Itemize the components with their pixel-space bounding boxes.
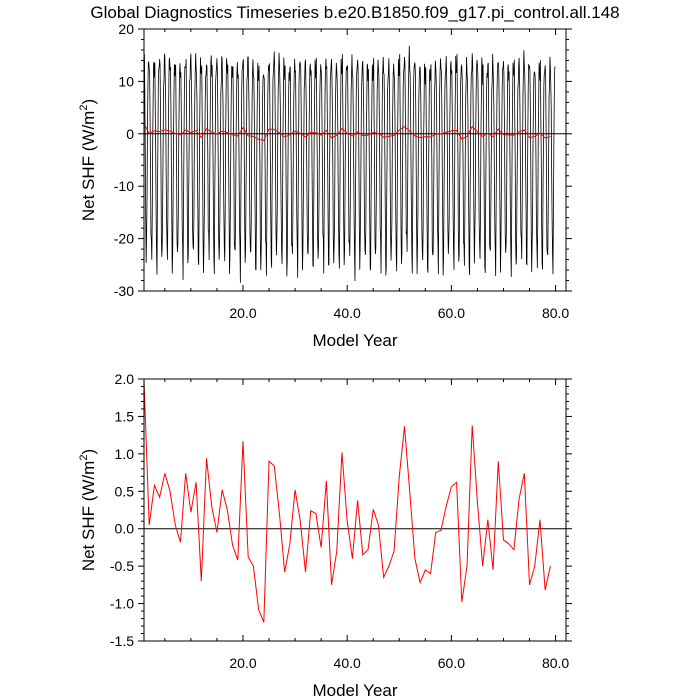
top-y-tick-label: -10 [114, 178, 134, 194]
top-x-axis-label: Model Year [312, 331, 397, 350]
bottom-y-tick-label: -0.5 [110, 558, 134, 574]
top-x-tick-label: 80.0 [542, 305, 569, 321]
top-y-axis-label-close: ) [79, 99, 98, 105]
top-y-tick-label: -20 [114, 231, 134, 247]
bottom-panel: -1.5 -1.0 -0.5 0.0 0.5 1.0 1.5 2.0 20.0 40.0 60.0 8… [78, 371, 572, 700]
bottom-y-tick-label: 2.0 [115, 371, 135, 387]
top-y-axis-label-main: Net SHF (W/m [79, 111, 98, 222]
top-y-tick-label: 0 [126, 126, 134, 142]
top-x-tick-label: 60.0 [438, 305, 465, 321]
bottom-annual-series-line [143, 380, 551, 623]
top-x-tick-label: 20.0 [229, 305, 256, 321]
top-y-tick-label: 10 [118, 73, 134, 89]
top-y-axis-label-sup: 2 [78, 105, 90, 111]
bottom-y-tick-label: -1.0 [110, 596, 134, 612]
bottom-y-axis-label-close: ) [79, 449, 98, 455]
top-monthly-series-line [143, 45, 556, 283]
top-panel: -30 -20 -10 0 10 20 20.0 40.0 60.0 80.0 Model Year… [78, 21, 572, 350]
figure-title: Global Diagnostics Timeseries b.e20.B185… [90, 3, 619, 22]
bottom-x-axis-label: Model Year [312, 681, 397, 700]
bottom-x-tick-label: 60.0 [438, 655, 465, 671]
bottom-plot-frame [143, 378, 567, 642]
bottom-y-axis-label: Net SHF (W/m2) [78, 449, 98, 571]
bottom-y-axis-label-sup: 2 [78, 455, 90, 461]
bottom-y-axis-label-main: Net SHF (W/m [79, 461, 98, 572]
top-y-tick-label: 20 [118, 21, 134, 37]
top-y-axis-label: Net SHF (W/m2) [78, 99, 98, 221]
bottom-y-tick-label: 1.0 [115, 446, 135, 462]
top-annual-series-line [143, 123, 551, 141]
top-x-tick-label: 40.0 [334, 305, 361, 321]
bottom-y-tick-label: 0.0 [115, 521, 135, 537]
bottom-y-tick-label: -1.5 [110, 633, 134, 649]
bottom-y-tick-label: 0.5 [115, 483, 135, 499]
top-plot-frame [143, 28, 567, 292]
bottom-x-tick-label: 80.0 [542, 655, 569, 671]
bottom-x-tick-label: 40.0 [334, 655, 361, 671]
bottom-y-tick-label: 1.5 [115, 408, 135, 424]
bottom-x-tick-label: 20.0 [229, 655, 256, 671]
top-y-tick-label: -30 [114, 283, 134, 299]
